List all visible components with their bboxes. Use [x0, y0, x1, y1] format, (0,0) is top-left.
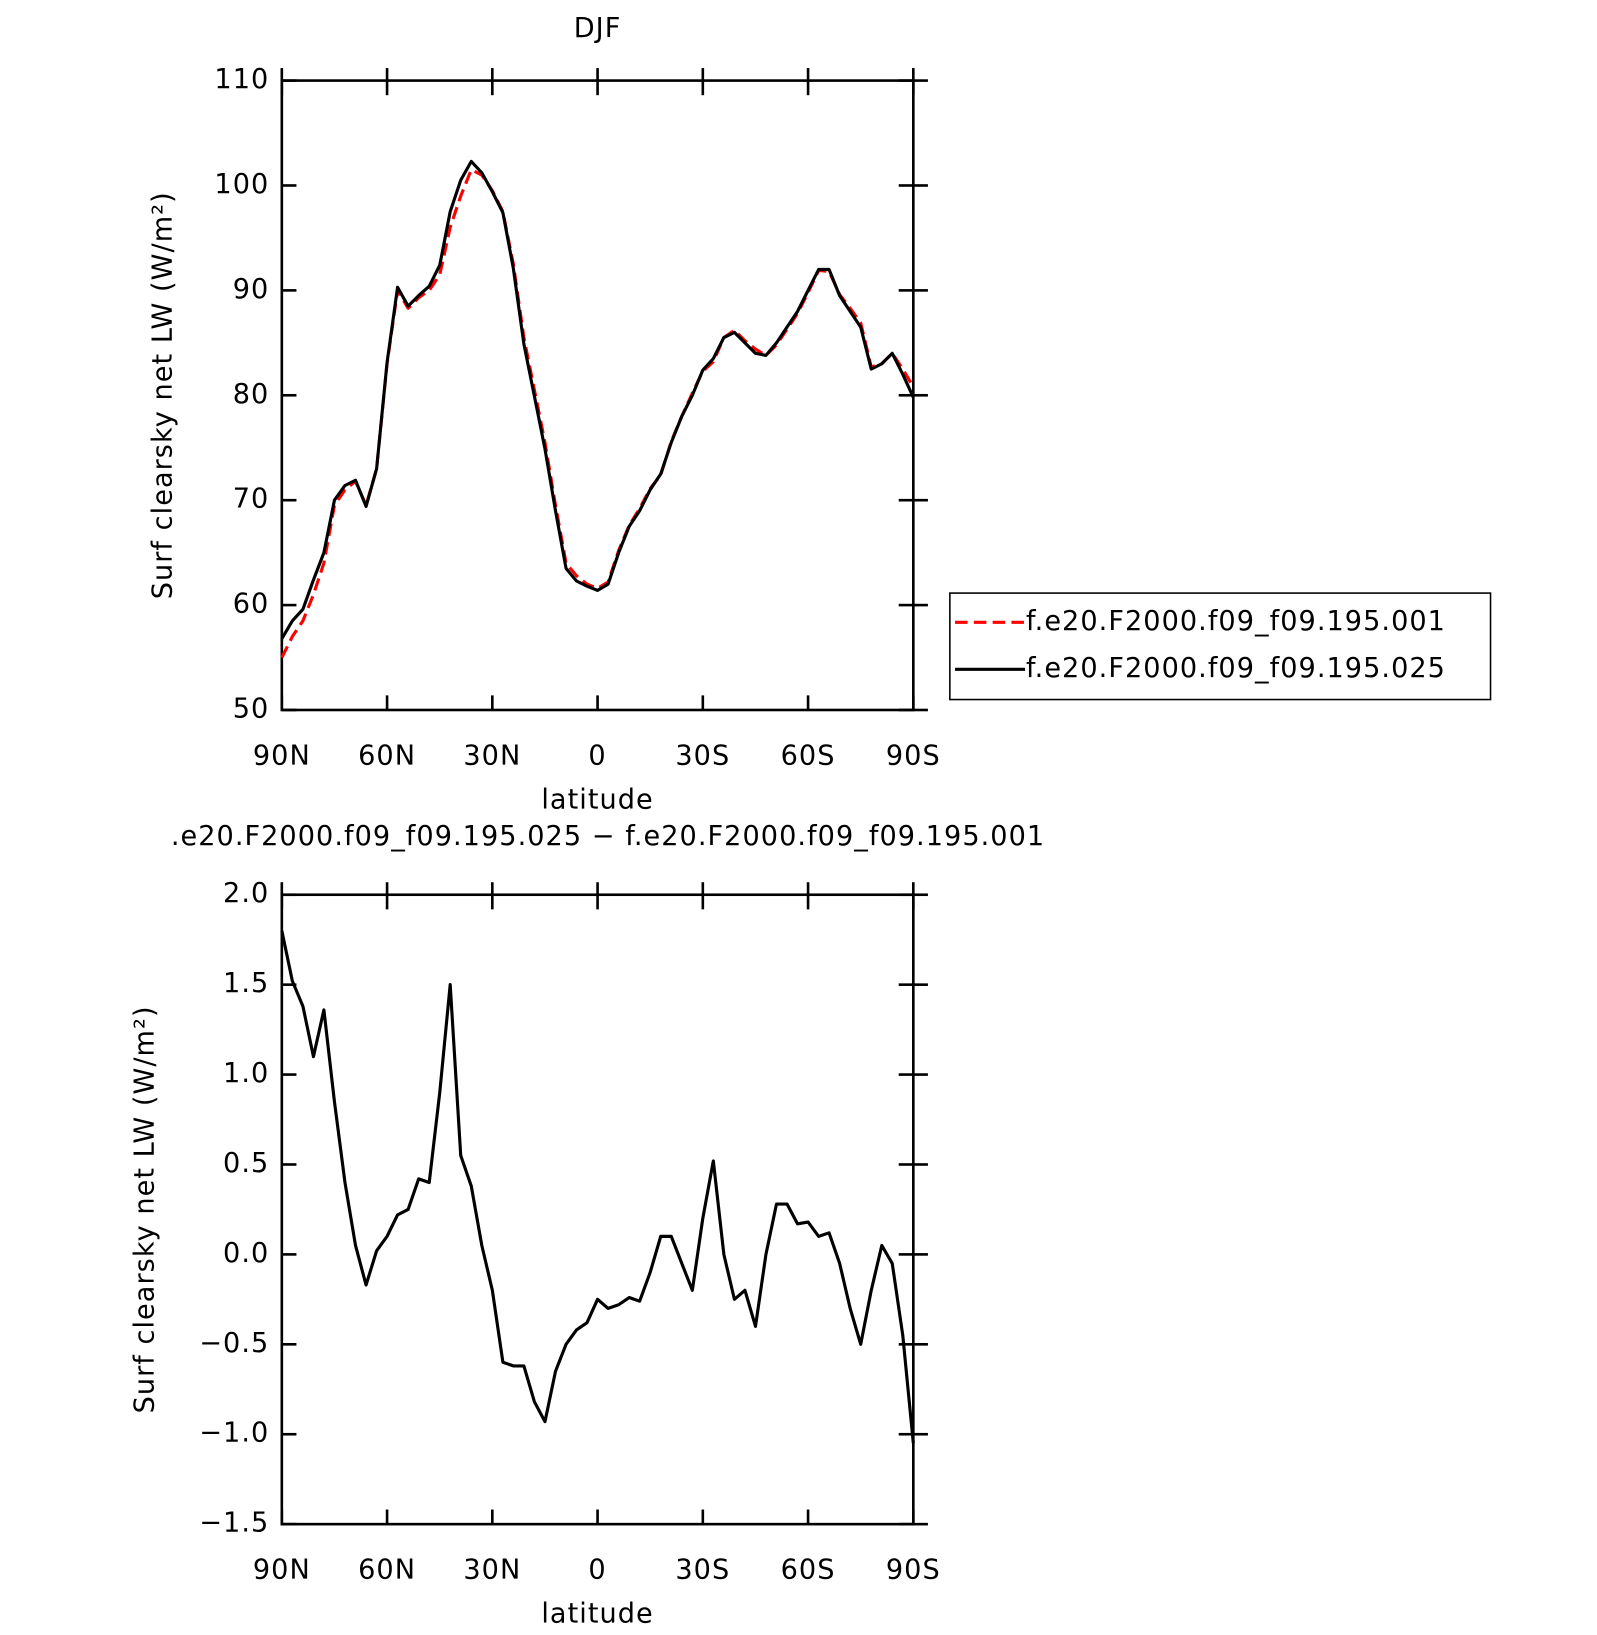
y-tick-label: 1.5 [223, 968, 269, 999]
y-tick-label: 90 [233, 274, 270, 305]
y-tick-label: 70 [233, 484, 270, 515]
y-tick-label: 2.0 [223, 878, 269, 909]
x-tick-label: 0 [588, 740, 606, 771]
x-axis-label: latitude [541, 784, 653, 815]
plot-frame [280, 893, 915, 1526]
plot-frame [280, 79, 915, 712]
y-tick-label: −1.5 [199, 1508, 269, 1539]
x-tick-label: 60S [781, 740, 836, 771]
y-tick-label: 0.5 [223, 1148, 269, 1179]
x-tick-label: 30S [675, 1555, 730, 1586]
data-line [280, 159, 915, 640]
x-tick-label: 30N [463, 740, 521, 771]
x-tick-label: 90N [253, 1555, 311, 1586]
chart-title: .e20.F2000.f09_f09.195.025 − f.e20.F2000… [171, 821, 1045, 852]
x-tick-label: 30N [463, 1555, 521, 1586]
y-tick-label: 1.0 [223, 1058, 269, 1089]
x-axis-label: latitude [541, 1598, 653, 1629]
x-tick-label: 60N [358, 740, 416, 771]
data-line [280, 168, 915, 659]
y-tick-label: 0.0 [223, 1238, 269, 1269]
legend-label: f.e20.F2000.f09_f09.195.001 [1026, 606, 1446, 637]
y-tick-label: 60 [233, 589, 270, 620]
y-tick-label: 50 [233, 693, 270, 724]
x-tick-label: 60N [358, 1555, 416, 1586]
y-tick-label: 100 [214, 169, 269, 200]
x-tick-label: 90S [886, 740, 941, 771]
y-tick-label: −1.0 [199, 1418, 269, 1449]
x-tick-label: 90S [886, 1555, 941, 1586]
y-axis-label: Surf clearsky net LW (W/m²) [147, 191, 178, 599]
data-line [280, 930, 915, 1444]
legend-label: f.e20.F2000.f09_f09.195.025 [1026, 653, 1446, 684]
y-tick-label: 80 [233, 379, 270, 410]
y-axis-label: Surf clearsky net LW (W/m²) [130, 1005, 161, 1413]
x-tick-label: 90N [253, 740, 311, 771]
chart-title: DJF [574, 13, 622, 44]
x-tick-label: 0 [588, 1555, 606, 1586]
x-tick-label: 60S [781, 1555, 836, 1586]
x-tick-label: 30S [675, 740, 730, 771]
y-tick-label: −0.5 [199, 1328, 269, 1359]
y-tick-label: 110 [214, 64, 269, 95]
legend-box [949, 592, 1492, 701]
